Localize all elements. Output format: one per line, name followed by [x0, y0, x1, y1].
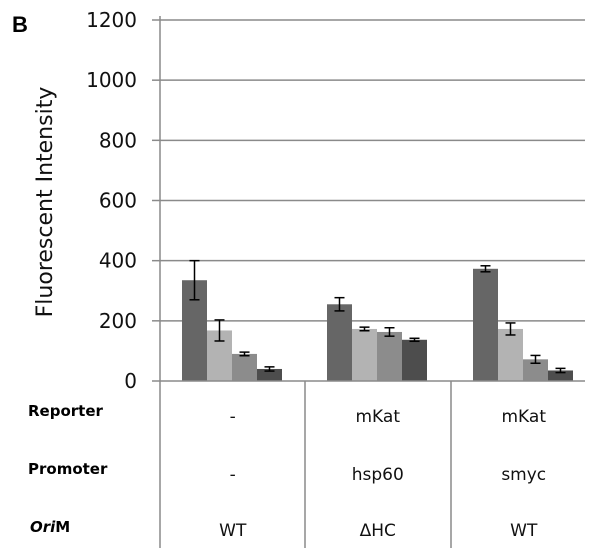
y-tick-labels: 0 200 400 600 800 1000 1200	[86, 8, 137, 393]
bar	[327, 304, 352, 381]
y-tick-label: 400	[99, 249, 137, 273]
bar	[352, 328, 377, 381]
bar	[402, 339, 427, 381]
row-label-promoter: Promoter	[28, 460, 108, 478]
table-cell: WT	[219, 521, 247, 541]
y-tick-label: 1200	[86, 8, 137, 32]
y-tick-label: 1000	[86, 68, 137, 92]
table-cell: smyc	[501, 465, 546, 485]
row-label-orim-italic: Ori	[30, 518, 56, 536]
error-bars	[189, 259, 566, 374]
y-tick-label: 800	[99, 128, 137, 152]
bars	[182, 268, 573, 381]
table-cell: -	[230, 465, 236, 485]
y-tick-label: 200	[99, 309, 137, 333]
condition-table: Reporter Promoter OriM - mKat mKat - hsp60 sm…	[28, 402, 546, 541]
bar	[498, 328, 523, 381]
y-tick-label: 0	[124, 369, 137, 393]
table-cell: WT	[510, 521, 538, 541]
table-cell: ΔHC	[360, 521, 396, 541]
y-tick-label: 600	[99, 189, 137, 213]
gridlines	[160, 19, 585, 322]
table-cell: hsp60	[352, 465, 404, 485]
table-cell: -	[230, 407, 236, 427]
bar	[232, 353, 257, 381]
table-cell: mKat	[356, 407, 401, 427]
bar	[257, 368, 282, 381]
row-label-orim: OriM	[30, 518, 70, 536]
table-cells: - mKat mKat - hsp60 smyc WT ΔHC WT	[219, 407, 546, 541]
panel-label: B	[12, 12, 28, 37]
bar	[548, 370, 573, 381]
row-label-reporter: Reporter	[28, 402, 104, 420]
row-label-orim-rest: M	[55, 518, 70, 536]
axes	[152, 16, 585, 548]
table-cell: mKat	[502, 407, 547, 427]
bar	[473, 268, 498, 381]
bar	[523, 359, 548, 381]
bar	[377, 331, 402, 381]
y-axis-label: Fluorescent Intensity	[33, 87, 58, 318]
